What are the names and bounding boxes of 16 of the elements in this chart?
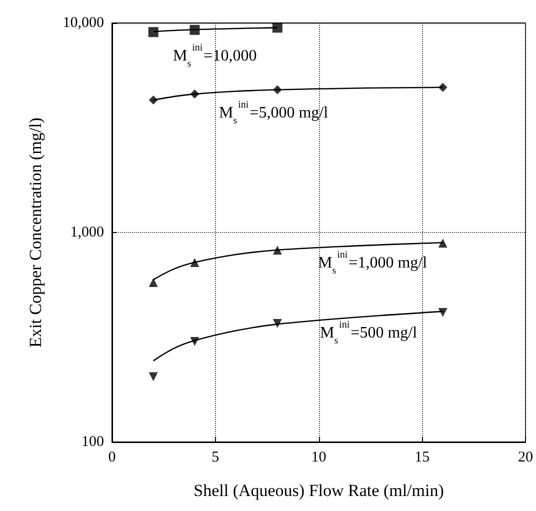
x-axis-title: Shell (Aqueous) Flow Rate (ml/min) [194, 481, 444, 500]
point [272, 22, 282, 33]
y-tick-label: 100 [82, 434, 104, 450]
x-tick-label: 15 [414, 450, 430, 466]
point [148, 27, 158, 38]
point [148, 372, 158, 382]
x-tick-label: 0 [108, 450, 116, 466]
y-tick-label: 1,000 [70, 224, 104, 240]
x-tick-label: 20 [518, 450, 533, 466]
x-tick-label: 10 [311, 450, 326, 466]
point [438, 308, 448, 318]
y-axis-title: Exit Copper Concentration (mg/l) [26, 118, 45, 348]
point [438, 238, 448, 248]
y-tick-label: 10,000 [62, 15, 104, 31]
point [148, 278, 158, 288]
x-tick-label: 5 [212, 450, 220, 466]
